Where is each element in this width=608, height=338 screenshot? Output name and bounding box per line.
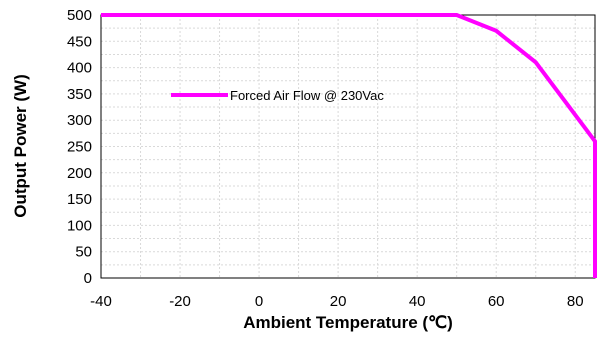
y-tick-label: 50 — [75, 244, 92, 261]
y-tick-label: 250 — [67, 139, 92, 156]
y-tick-label: 300 — [67, 112, 92, 129]
y-tick-label: 200 — [67, 165, 92, 182]
y-axis-title: Output Power (W) — [11, 74, 30, 218]
y-tick-label: 450 — [67, 33, 92, 50]
y-tick-label: 500 — [67, 7, 92, 24]
legend-label: Forced Air Flow @ 230Vac — [230, 88, 384, 103]
x-axis-title: Ambient Temperature (℃) — [243, 313, 453, 332]
x-tick-label: 60 — [488, 293, 505, 310]
y-tick-label: 100 — [67, 217, 92, 234]
x-tick-labels: -40 -20 0 20 40 60 80 — [90, 293, 583, 310]
series-line — [101, 13, 597, 278]
x-tick-label: -40 — [90, 293, 112, 310]
y-tick-label: 350 — [67, 86, 92, 103]
legend: Forced Air Flow @ 230Vac — [171, 88, 384, 103]
y-tick-label: 400 — [67, 60, 92, 77]
x-tick-label: 0 — [255, 293, 263, 310]
x-tick-label: 80 — [567, 293, 584, 310]
y-tick-label: 150 — [67, 191, 92, 208]
x-tick-label: 20 — [330, 293, 347, 310]
x-tick-label: 40 — [409, 293, 426, 310]
x-tick-label: -20 — [169, 293, 191, 310]
y-tick-labels: 0 50 100 150 200 250 300 350 400 450 500 — [67, 7, 92, 287]
y-tick-label: 0 — [84, 270, 92, 287]
series-group — [101, 13, 597, 278]
